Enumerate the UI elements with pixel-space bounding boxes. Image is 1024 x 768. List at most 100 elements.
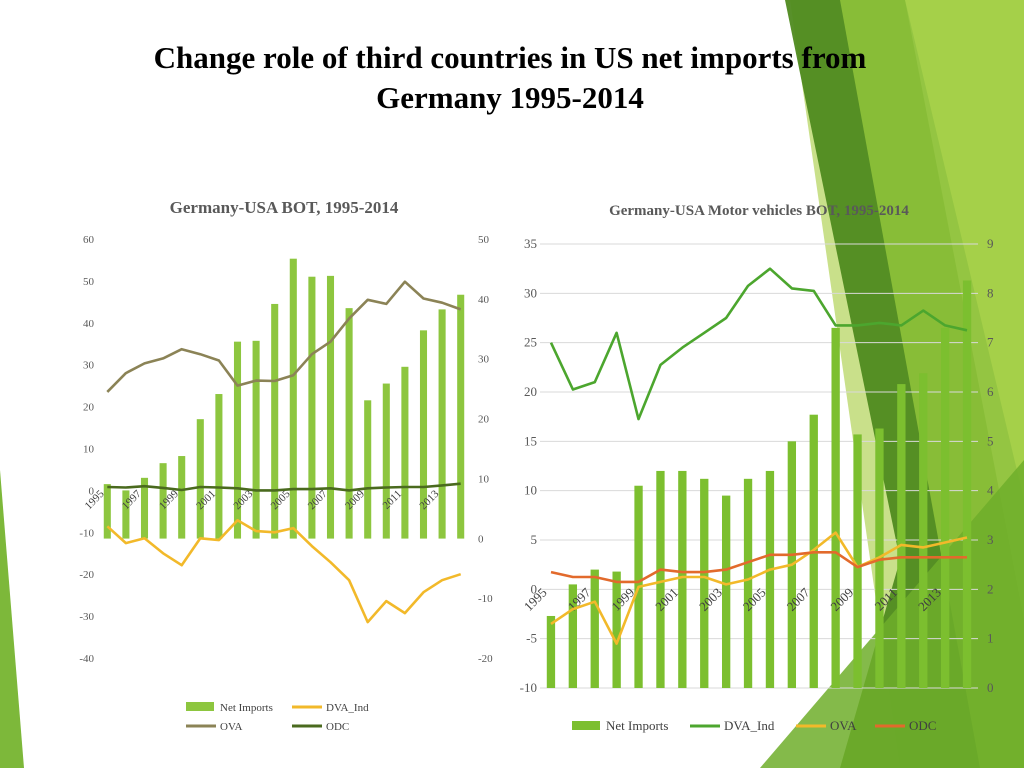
legend-label: DVA_Ind bbox=[724, 718, 775, 733]
bar-net-imports bbox=[345, 308, 353, 539]
deco-shape-light bbox=[905, 0, 1024, 500]
line-dva-ind bbox=[549, 267, 968, 421]
right-axis-tick-label: 50 bbox=[478, 234, 490, 246]
bar-net-imports bbox=[159, 463, 167, 539]
right-axis-tick-label: 10 bbox=[478, 473, 490, 485]
legend-label: Net Imports bbox=[220, 702, 273, 714]
right-axis-tick-label: 8 bbox=[987, 285, 994, 300]
bar-net-imports bbox=[308, 276, 316, 539]
right-axis-tick-label: 0 bbox=[478, 533, 484, 545]
bar-net-imports bbox=[364, 400, 372, 539]
right-axis-tick-label: 5 bbox=[987, 433, 994, 448]
bar-net-imports bbox=[546, 615, 556, 688]
bar-net-imports bbox=[962, 280, 972, 688]
bar-net-imports bbox=[765, 470, 775, 688]
left-axis-tick-label: 20 bbox=[524, 384, 537, 399]
left-axis-tick-label: 0 bbox=[89, 485, 95, 497]
left-axis-tick-label: -20 bbox=[79, 569, 94, 581]
bar-net-imports bbox=[419, 330, 428, 539]
left-axis-tick-label: 20 bbox=[83, 402, 95, 414]
left-axis-tick-label: 60 bbox=[83, 234, 95, 246]
line-odc bbox=[550, 550, 967, 584]
bar-net-imports bbox=[700, 478, 709, 688]
legend-label: OVA bbox=[220, 721, 242, 733]
legend-label: ODC bbox=[909, 718, 936, 733]
right-axis-tick-label: 1 bbox=[987, 631, 994, 646]
right-axis-tick-label: -10 bbox=[478, 593, 493, 605]
left-axis-tick-label: 0 bbox=[531, 581, 538, 596]
left-axis-tick-label: -10 bbox=[520, 680, 537, 695]
left-axis-tick-label: 15 bbox=[524, 433, 537, 448]
bar-net-imports bbox=[289, 258, 297, 539]
deco-shape-bottom bbox=[760, 460, 1024, 768]
chart-title: Germany-USA BOT, 1995-2014 bbox=[170, 198, 399, 217]
right-axis-tick-label: 0 bbox=[987, 680, 994, 695]
right-axis-tick-label: 6 bbox=[987, 384, 994, 399]
line-dva-ind bbox=[106, 518, 462, 624]
right-axis-tick-label: 30 bbox=[478, 354, 490, 366]
bar-net-imports bbox=[271, 303, 279, 539]
line-ova bbox=[550, 531, 968, 645]
left-axis-tick-label: 40 bbox=[83, 318, 95, 330]
slide-title: Change role of third countries in US net… bbox=[90, 38, 930, 118]
right-axis-tick-label: 40 bbox=[478, 294, 490, 306]
left-axis-tick-label: 35 bbox=[524, 236, 537, 251]
slide-title-line1: Change role of third countries in US net… bbox=[153, 40, 867, 75]
bar-net-imports bbox=[140, 477, 149, 539]
bar-net-imports bbox=[612, 571, 621, 688]
right-axis-tick-label: 9 bbox=[987, 236, 994, 251]
bar-net-imports bbox=[215, 394, 223, 539]
deco-shape-left bbox=[0, 470, 24, 768]
right-axis-tick-label: 3 bbox=[987, 532, 994, 547]
bar-net-imports bbox=[178, 456, 186, 539]
bar-net-imports bbox=[233, 341, 242, 539]
bar-net-imports bbox=[326, 275, 335, 539]
legend-label: DVA_Ind bbox=[326, 702, 369, 714]
left-axis-tick-label: 30 bbox=[83, 360, 95, 372]
bar-net-imports bbox=[438, 309, 446, 539]
right-axis-tick-label: 20 bbox=[478, 414, 490, 426]
line-ova bbox=[106, 280, 462, 393]
left-axis-tick-label: 30 bbox=[524, 285, 537, 300]
bar-net-imports bbox=[853, 434, 862, 688]
bar-net-imports bbox=[940, 327, 950, 688]
left-axis-tick-label: -5 bbox=[526, 631, 537, 646]
line-odc bbox=[107, 482, 461, 492]
slide-title-line2: Germany 1995-2014 bbox=[376, 80, 644, 115]
left-axis-tick-label: -10 bbox=[79, 527, 94, 539]
bar-net-imports bbox=[590, 569, 599, 688]
bar-net-imports bbox=[568, 584, 578, 688]
bar-net-imports bbox=[457, 294, 465, 539]
bar-net-imports bbox=[743, 478, 753, 688]
bar-net-imports bbox=[401, 366, 409, 539]
left-axis-tick-label: 25 bbox=[524, 335, 537, 350]
right-axis-tick-label: 4 bbox=[987, 483, 994, 498]
bar-net-imports bbox=[103, 484, 111, 539]
left-axis-tick-label: 50 bbox=[83, 276, 95, 288]
bar-net-imports bbox=[656, 470, 665, 688]
left-axis-tick-label: 10 bbox=[83, 444, 95, 456]
left-axis-tick-label: -40 bbox=[79, 653, 94, 665]
legend-swatch bbox=[186, 702, 214, 711]
bar-net-imports bbox=[721, 495, 731, 688]
bar-net-imports bbox=[196, 419, 204, 539]
legend-swatch bbox=[572, 721, 600, 730]
legend-label: ODC bbox=[326, 721, 349, 733]
legend-label: OVA bbox=[830, 718, 857, 733]
bar-net-imports bbox=[919, 373, 928, 688]
legend-label: Net Imports bbox=[606, 718, 668, 733]
bar-net-imports bbox=[382, 383, 390, 539]
bar-net-imports bbox=[678, 470, 687, 688]
bar-net-imports bbox=[897, 384, 906, 688]
right-axis-tick-label: 7 bbox=[987, 335, 994, 350]
right-axis-tick-label: -20 bbox=[478, 653, 493, 665]
chart-title: Germany-USA Motor vehicles BOT, 1995-201… bbox=[609, 203, 909, 219]
bar-net-imports bbox=[252, 340, 260, 539]
left-axis-tick-label: 10 bbox=[524, 483, 537, 498]
left-axis-tick-label: -30 bbox=[79, 611, 94, 623]
bar-net-imports bbox=[831, 327, 840, 688]
left-axis-tick-label: 5 bbox=[531, 532, 538, 547]
right-axis-tick-label: 2 bbox=[987, 581, 994, 596]
